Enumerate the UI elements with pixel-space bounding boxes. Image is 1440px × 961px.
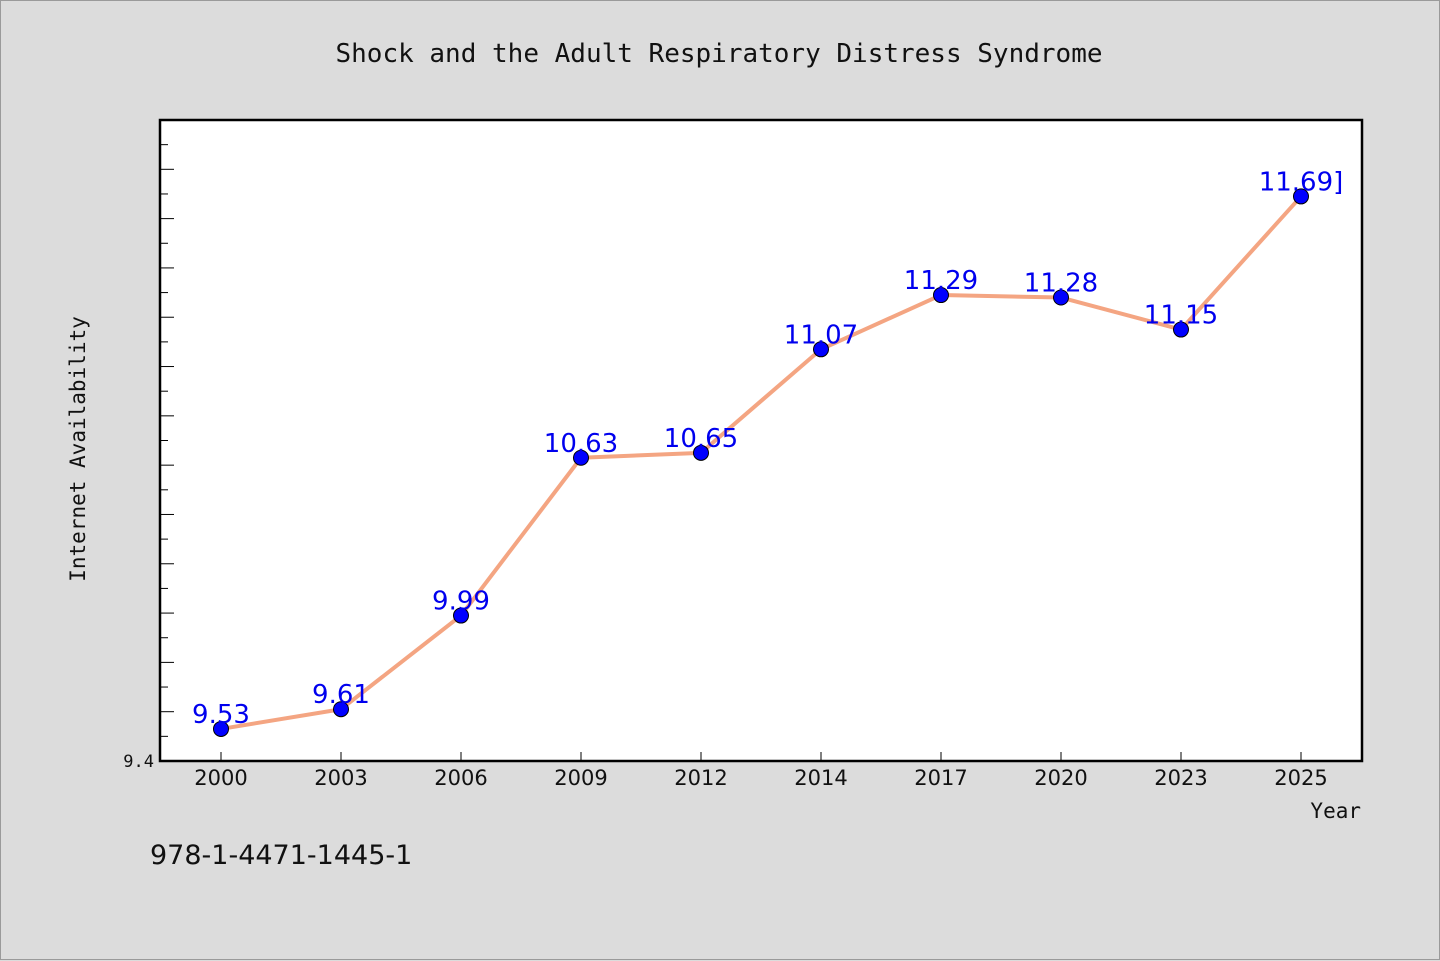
data-label-2014: 11.07 (784, 320, 858, 350)
x-tick-label: 2023 (1154, 766, 1207, 790)
x-axis-ticks: 2000 2003 2006 2009 2012 2014 2017 2020 2023 2025 (194, 752, 1328, 790)
x-axis-label: Year (1310, 799, 1361, 823)
data-point-2020 (1053, 289, 1069, 306)
data-point-2023 (1173, 321, 1189, 338)
x-tick-label: 2020 (1034, 766, 1087, 790)
data-point-2012 (693, 444, 709, 461)
data-label-2006: 9.99 (432, 587, 490, 617)
x-tick-label: 2025 (1274, 766, 1327, 790)
x-tick-label: 2006 (434, 766, 487, 790)
footer-text: 978-1-4471-1445-1 (150, 840, 412, 871)
data-point-2025 (1293, 188, 1309, 205)
data-label-2000: 9.53 (192, 700, 250, 730)
y-axis-ticks: 9.4 (123, 119, 174, 772)
plot-area (158, 118, 1364, 763)
data-label-2017: 11.29 (904, 266, 978, 296)
data-label-2025: 11.69] (1259, 167, 1344, 197)
data-label-2009: 10.63 (544, 429, 618, 459)
data-label-2012: 10.65 (664, 424, 738, 454)
data-point-2009 (573, 449, 589, 466)
chart-title: Shock and the Adult Respiratory Distress… (335, 39, 1102, 69)
data-point-2014 (813, 341, 829, 358)
y-tick-label: 9.4 (123, 752, 154, 772)
data-point-2017 (933, 287, 949, 304)
data-points (213, 188, 1309, 737)
x-tick-label: 2017 (914, 766, 967, 790)
x-tick-label: 2009 (554, 766, 607, 790)
data-label-2003: 9.61 (312, 680, 370, 710)
x-tick-label: 2000 (194, 766, 247, 790)
x-tick-label: 2003 (314, 766, 367, 790)
series-line (219, 194, 1303, 731)
data-label-2023: 11.15 (1144, 301, 1218, 331)
x-tick-label: 2014 (794, 766, 847, 790)
y-axis-label: Internet Availability (66, 316, 90, 582)
data-labels: 9.53 9.61 9.99 10.63 10.65 11.07 11.29 11.28 11.… (192, 167, 1343, 730)
data-point-2006 (453, 607, 469, 624)
data-label-2020: 11.28 (1024, 269, 1098, 299)
data-point-2000 (213, 720, 229, 737)
x-tick-label: 2012 (674, 766, 727, 790)
data-point-2003 (333, 701, 349, 718)
